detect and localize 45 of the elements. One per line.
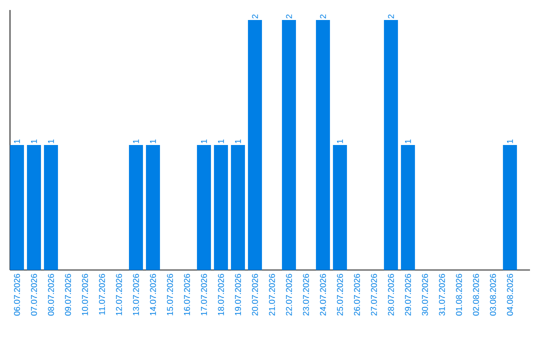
data-label: 1 — [507, 140, 513, 144]
x-tick-label: 29.07.2026 — [404, 274, 411, 316]
x-tick-label: 08.07.2026 — [48, 274, 54, 316]
x-tick-label: 24.07.2026 — [320, 274, 326, 316]
x-tick-label: 10.07.2026 — [82, 274, 88, 316]
x-tick-label: 25.07.2026 — [336, 274, 343, 316]
x-tick-label: 28.07.2026 — [388, 274, 394, 316]
data-label: 1 — [31, 140, 37, 144]
data-label: 1 — [48, 140, 54, 144]
x-tick-label: 11.07.2026 — [98, 274, 105, 315]
data-label: 1 — [150, 140, 156, 144]
x-tick-label: 15.07.2026 — [166, 274, 173, 316]
data-label: 1 — [405, 140, 411, 144]
x-tick-label: 13.07.2026 — [132, 274, 139, 316]
data-label: 2 — [388, 14, 394, 18]
x-tick-label: 21.07.2026 — [268, 274, 275, 316]
x-tick-label: 27.07.2026 — [370, 274, 377, 316]
data-label: 2 — [320, 14, 326, 18]
data-label: 1 — [218, 140, 224, 144]
x-tick-label: 17.07.2026 — [200, 274, 207, 316]
x-tick-label: 31.07.2026 — [438, 274, 445, 316]
x-tick-label: 18.07.2026 — [218, 274, 224, 316]
x-tick-label: 19.07.2026 — [234, 274, 241, 316]
x-tick-label: 26.07.2026 — [354, 274, 360, 316]
x-tick-label: 04.08.2026 — [506, 274, 513, 316]
x-tick-label: 01.08.2026 — [456, 274, 462, 316]
x-tick-label: 22.07.2026 — [286, 274, 292, 316]
data-label: 1 — [235, 140, 241, 144]
data-label: 2 — [252, 14, 258, 18]
x-tick-label: 03.08.2026 — [490, 274, 496, 316]
x-tick-label: 09.07.2026 — [64, 274, 71, 316]
data-label: 2 — [286, 14, 292, 18]
x-tick-label: 16.07.2026 — [184, 274, 190, 316]
x-tick-label: 23.07.2026 — [302, 274, 309, 316]
data-label: 1 — [133, 140, 139, 144]
x-tick-label: 06.07.2026 — [14, 274, 20, 316]
x-tick-label: 02.08.2026 — [472, 274, 479, 316]
data-label: 1 — [201, 140, 207, 144]
x-tick-label: 20.07.2026 — [252, 274, 258, 316]
x-tick-label: 07.07.2026 — [30, 274, 37, 316]
x-tick-label: 30.07.2026 — [422, 274, 428, 316]
data-label: 1 — [14, 140, 20, 144]
data-label: 1 — [337, 140, 343, 144]
x-tick-label: 12.07.2026 — [116, 274, 122, 316]
x-tick-label: 14.07.2026 — [150, 274, 156, 316]
